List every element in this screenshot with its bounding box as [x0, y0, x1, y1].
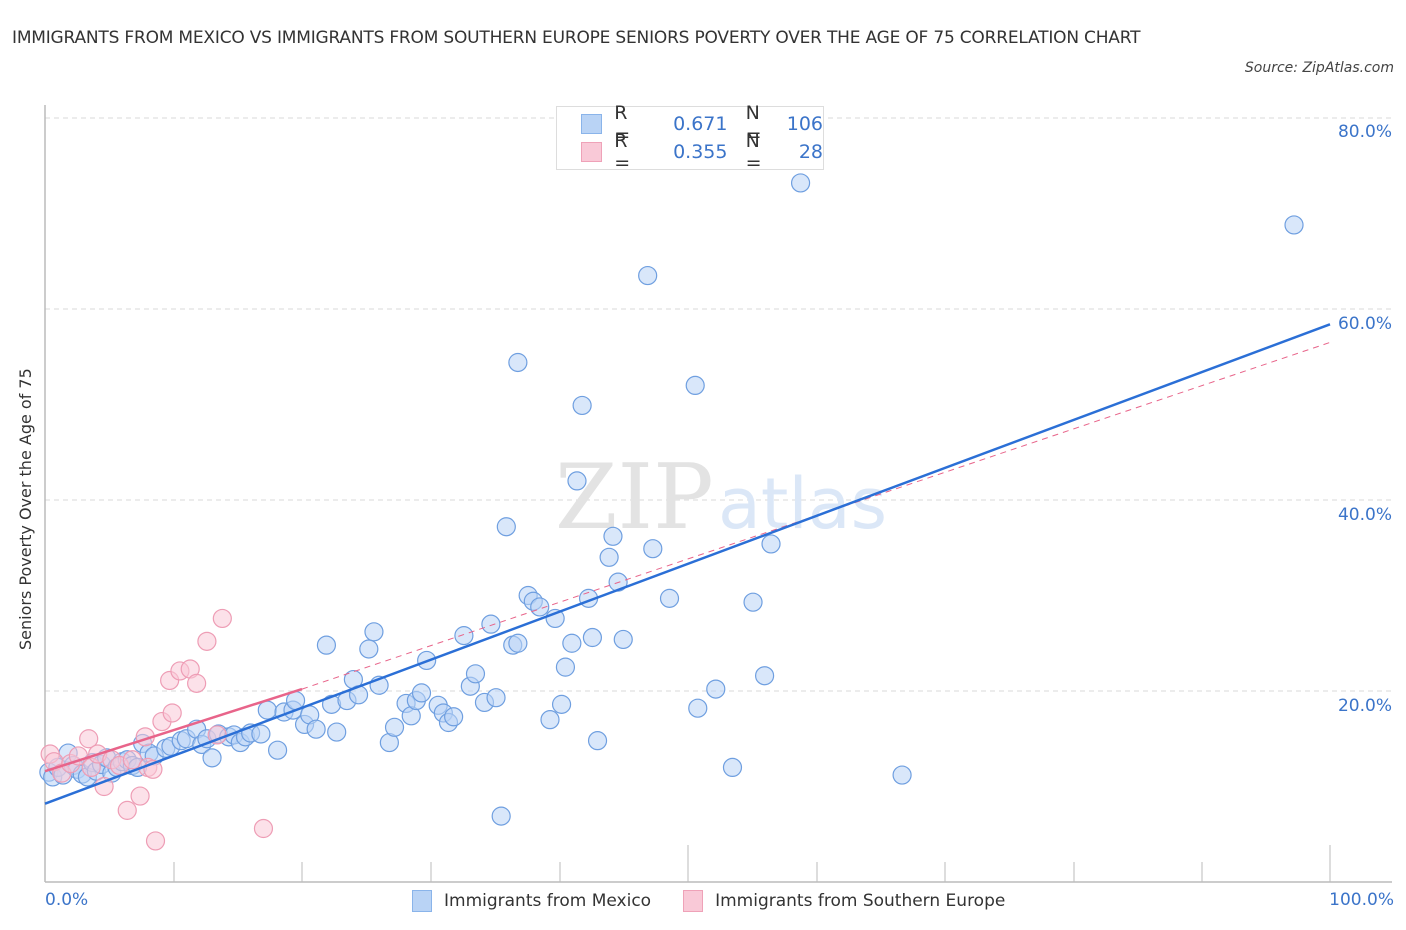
r-value: 0.355: [673, 141, 728, 163]
data-point: [613, 629, 633, 650]
data-point: [162, 703, 182, 723]
x-axis-ticks: [173, 845, 1331, 882]
data-point: [508, 633, 528, 653]
data-point: [486, 688, 506, 708]
n-label: N =: [745, 102, 762, 146]
data-point: [685, 375, 705, 395]
data-point: [187, 673, 207, 693]
legend-label: Immigrants from Southern Europe: [715, 891, 1006, 911]
legend-row-southern-europe: R = 0.355 N = 28: [581, 130, 823, 174]
y-tick-20: 20.0%: [1337, 696, 1392, 716]
y-tick-80: 80.0%: [1337, 122, 1392, 142]
data-point: [659, 588, 680, 608]
data-point: [562, 633, 582, 653]
y-tick-40: 40.0%: [1337, 505, 1392, 525]
data-point: [572, 395, 592, 416]
data-point: [306, 719, 326, 739]
legend-row-mexico: R = 0.671 N = 106: [581, 102, 823, 146]
data-point: [638, 265, 658, 286]
series-legend: Immigrants from Mexico Immigrants from S…: [412, 890, 1037, 912]
x-tick-100: 100.0%: [1329, 890, 1394, 910]
legend-item-mexico[interactable]: Immigrants from Mexico: [412, 890, 651, 912]
data-point: [491, 806, 511, 826]
x-tick-0: 0.0%: [45, 890, 89, 910]
southern-europe-swatch-icon: [581, 142, 603, 162]
data-point: [202, 748, 222, 768]
data-point: [743, 592, 763, 612]
source-label: Source: ZipAtlas.com: [1244, 60, 1394, 76]
svg-text:ZIP: ZIP: [555, 445, 714, 550]
data-point: [79, 729, 99, 749]
n-label: N =: [745, 130, 762, 174]
data-point: [197, 631, 217, 651]
data-point: [384, 717, 405, 737]
zipatlas-watermark: ZIP atlas: [555, 445, 887, 550]
data-point: [68, 746, 89, 766]
n-value: 28: [798, 141, 823, 163]
data-point: [754, 666, 775, 686]
data-point: [540, 710, 560, 730]
southern-europe-swatch-icon: [683, 890, 704, 912]
data-point: [316, 635, 337, 655]
data-point: [465, 664, 486, 684]
legend-label: Immigrants from Mexico: [444, 891, 652, 911]
data-point: [551, 694, 572, 714]
data-point: [555, 657, 576, 677]
data-point: [327, 722, 347, 742]
mexico-swatch-icon: [581, 114, 603, 134]
data-point: [496, 517, 516, 537]
data-point: [454, 626, 474, 646]
data-point: [359, 639, 379, 659]
mexico-swatch-icon: [412, 890, 432, 912]
data-point: [411, 683, 432, 703]
r-label: R =: [614, 130, 631, 174]
gridlines: [45, 117, 1392, 692]
y-tick-60: 60.0%: [1337, 314, 1392, 334]
data-point: [599, 547, 619, 567]
data-point: [251, 724, 271, 744]
data-point: [257, 700, 277, 720]
trend-lines: [44, 323, 1331, 805]
data-point: [508, 352, 528, 373]
data-point: [722, 757, 743, 778]
data-point: [567, 471, 587, 491]
r-value: 0.671: [673, 113, 728, 135]
legend-item-southern-europe[interactable]: Immigrants from Southern Europe: [683, 890, 1005, 912]
data-point: [587, 731, 608, 751]
data-point: [892, 765, 912, 785]
data-point: [253, 818, 274, 839]
stats-legend: R = 0.671 N = 106 R = 0.355 N = 28: [556, 102, 824, 174]
data-point: [688, 698, 708, 718]
r-label: R =: [614, 102, 631, 146]
chart-title: IMMIGRANTS FROM MEXICO VS IMMIGRANTS FRO…: [12, 28, 1141, 48]
data-point: [364, 622, 384, 642]
svg-text:atlas: atlas: [718, 463, 887, 545]
data-point: [706, 679, 726, 699]
data-point: [790, 173, 811, 193]
data-point: [117, 800, 137, 820]
southern-europe-trend-line: [44, 687, 303, 773]
data-point: [1284, 215, 1304, 235]
data-point: [603, 526, 623, 546]
data-point: [212, 608, 232, 629]
data-point: [145, 831, 166, 851]
data-point: [582, 627, 603, 648]
data-point: [481, 614, 501, 634]
data-point: [643, 539, 663, 559]
data-point: [530, 597, 550, 617]
data-point: [444, 707, 464, 727]
data-point: [267, 740, 288, 760]
data-point: [130, 786, 150, 806]
mexico-trend-line: [44, 323, 1331, 805]
data-point: [761, 534, 781, 554]
data-point: [122, 750, 142, 770]
n-value: 106: [786, 113, 823, 135]
